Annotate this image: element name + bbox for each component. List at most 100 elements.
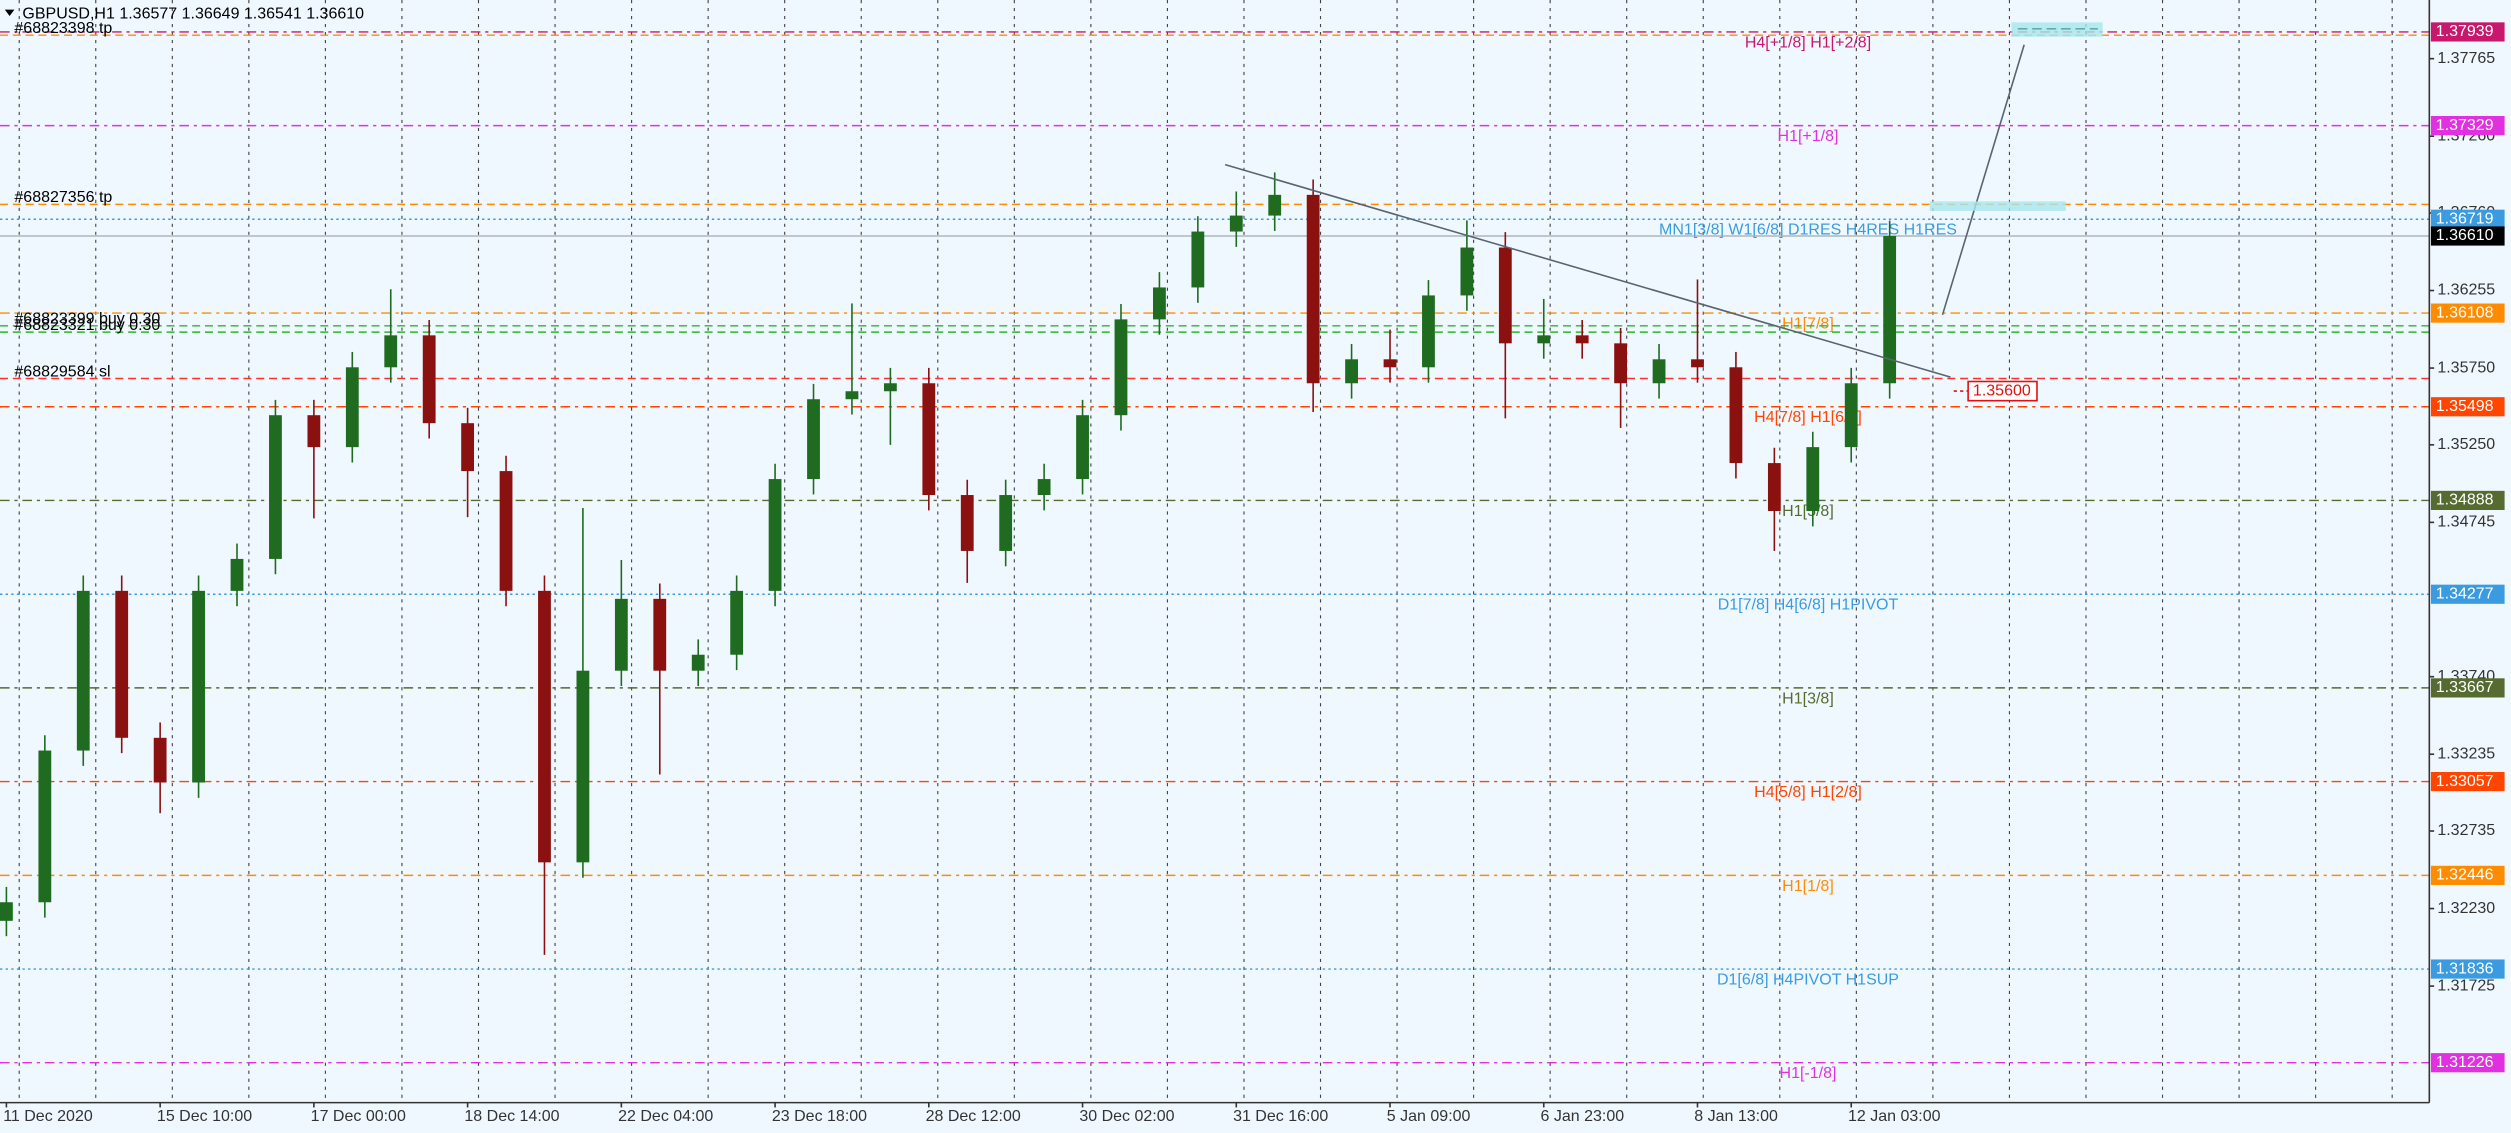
x-tick-label: 6 Jan 23:00	[1541, 1108, 1625, 1125]
y-tick-label: 1.36255	[2437, 282, 2495, 299]
candle-body	[345, 367, 359, 448]
x-tick-label: 31 Dec 16:00	[1233, 1108, 1328, 1125]
price-box	[2430, 584, 2505, 604]
candle-body	[960, 495, 974, 551]
pending-label: 1.35600	[1973, 382, 2031, 399]
x-tick-label: 28 Dec 12:00	[926, 1108, 1021, 1125]
level-label: H1[+1/8]	[1778, 128, 1839, 145]
price-box-label: 1.33667	[2436, 679, 2494, 696]
order-label: #68829584 sl	[14, 363, 110, 380]
candle-body	[1306, 194, 1320, 384]
price-box-label: 1.37329	[2436, 117, 2494, 134]
level-label: H4[5/8] H1[2/8]	[1754, 784, 1862, 801]
candle-body	[883, 383, 897, 392]
candle-body	[1498, 247, 1512, 344]
x-tick-label: 22 Dec 04:00	[618, 1108, 713, 1125]
projection-line	[1941, 44, 2025, 316]
candle-body	[1460, 247, 1474, 296]
x-tick-label: 17 Dec 00:00	[311, 1108, 406, 1125]
order-label: #68827356 tp	[14, 189, 112, 206]
candle-body	[115, 590, 129, 738]
price-box-label: 1.34888	[2436, 492, 2494, 509]
x-tick-label: 11 Dec 2020	[3, 1108, 93, 1125]
axes: 1.377651.372601.367601.362551.357501.352…	[3, 50, 2495, 1125]
candle-body	[384, 335, 398, 368]
candle-body	[1844, 383, 1858, 448]
candle-body	[691, 654, 705, 671]
candle-body	[1883, 236, 1897, 384]
x-tick-label: 5 Jan 09:00	[1387, 1108, 1471, 1125]
level-label: MN1[3/8] W1[6/8] D1RES H4RES H1RES	[1659, 222, 1957, 239]
candle-body	[1767, 463, 1781, 512]
price-box	[2430, 226, 2505, 246]
price-box	[2430, 397, 2505, 417]
price-box-label: 1.31226	[2436, 1054, 2494, 1071]
candle-body	[1383, 359, 1397, 368]
candle-body	[1268, 194, 1282, 216]
levels: H4[+1/8] H1[+2/8] H1[+1/8] MN1[3/8] W1[6/8…	[0, 20, 2430, 1082]
candle-body	[999, 495, 1013, 551]
candle-body	[192, 590, 205, 783]
price-box	[2430, 303, 2505, 323]
x-tick-label: 15 Dec 10:00	[157, 1108, 252, 1125]
y-tick-label: 1.31725	[2437, 977, 2495, 994]
y-tick-label: 1.35250	[2437, 436, 2495, 453]
candle-body	[0, 902, 13, 921]
y-tick-label: 1.32230	[2437, 900, 2495, 917]
level-label: D1[6/8] H4PIVOT H1SUP	[1717, 971, 1899, 988]
candle-body	[499, 471, 513, 591]
candle-body	[1575, 335, 1589, 344]
price-box	[2430, 116, 2505, 136]
price-box-label: 1.31836	[2436, 960, 2494, 977]
price-box-label: 1.37939	[2436, 23, 2494, 40]
price-box-label: 1.33057	[2436, 773, 2494, 790]
resistance-zone	[1929, 201, 2066, 211]
candle-body	[1729, 367, 1743, 464]
x-tick-label: 23 Dec 18:00	[772, 1108, 867, 1125]
candles	[0, 172, 1897, 955]
candle-body	[1191, 231, 1205, 288]
candle-body	[1037, 479, 1051, 496]
x-tick-label: 30 Dec 02:00	[1079, 1108, 1174, 1125]
x-tick-label: 12 Jan 03:00	[1848, 1108, 1941, 1125]
y-tick-label: 1.32735	[2437, 822, 2495, 839]
candle-body	[38, 750, 52, 903]
order-label: #68823321 buy 0.30	[14, 317, 160, 334]
candle-body	[538, 590, 551, 863]
level-label: H1[1/8]	[1782, 878, 1834, 895]
order-label: #68823399 buy 0.30	[14, 311, 160, 328]
x-tick-label: 18 Dec 14:00	[464, 1108, 559, 1125]
level-label: H4[+1/8] H1[+2/8]	[1745, 34, 1871, 51]
candle-body	[1114, 319, 1128, 416]
x-tick-label: 8 Jan 13:00	[1694, 1108, 1778, 1125]
level-label: H1[7/8]	[1782, 316, 1834, 333]
level-label: H1[3/8]	[1782, 690, 1834, 707]
target-zone	[2011, 22, 2103, 37]
candle-body	[1806, 447, 1820, 512]
price-box	[2430, 209, 2505, 229]
candle-body	[230, 558, 244, 591]
menu-triangle[interactable]	[4, 9, 15, 16]
price-box	[2430, 490, 2505, 511]
price-box	[2430, 865, 2505, 885]
candle-body	[576, 670, 590, 863]
candle-body	[807, 399, 820, 480]
price-box-label: 1.32446	[2436, 867, 2494, 884]
candle-body	[1537, 335, 1551, 344]
price-boxes: 1.37939 1.37329 1.36719 1.36108 1.35498 1.348…	[2430, 22, 2505, 1073]
price-box	[2430, 678, 2505, 698]
price-box	[2430, 959, 2505, 979]
candle-body	[1614, 343, 1628, 384]
y-tick-label: 1.34745	[2437, 514, 2495, 531]
order-label: #68823398 tp	[14, 20, 112, 37]
candle-body	[614, 598, 628, 671]
candle-body	[1345, 359, 1358, 384]
y-tick-label: 1.35750	[2437, 359, 2495, 376]
candle-body	[730, 590, 744, 655]
candle-body	[922, 383, 936, 496]
candle-body	[269, 415, 282, 559]
price-box	[2430, 1053, 2505, 1073]
price-box-label: 1.34277	[2436, 585, 2494, 602]
